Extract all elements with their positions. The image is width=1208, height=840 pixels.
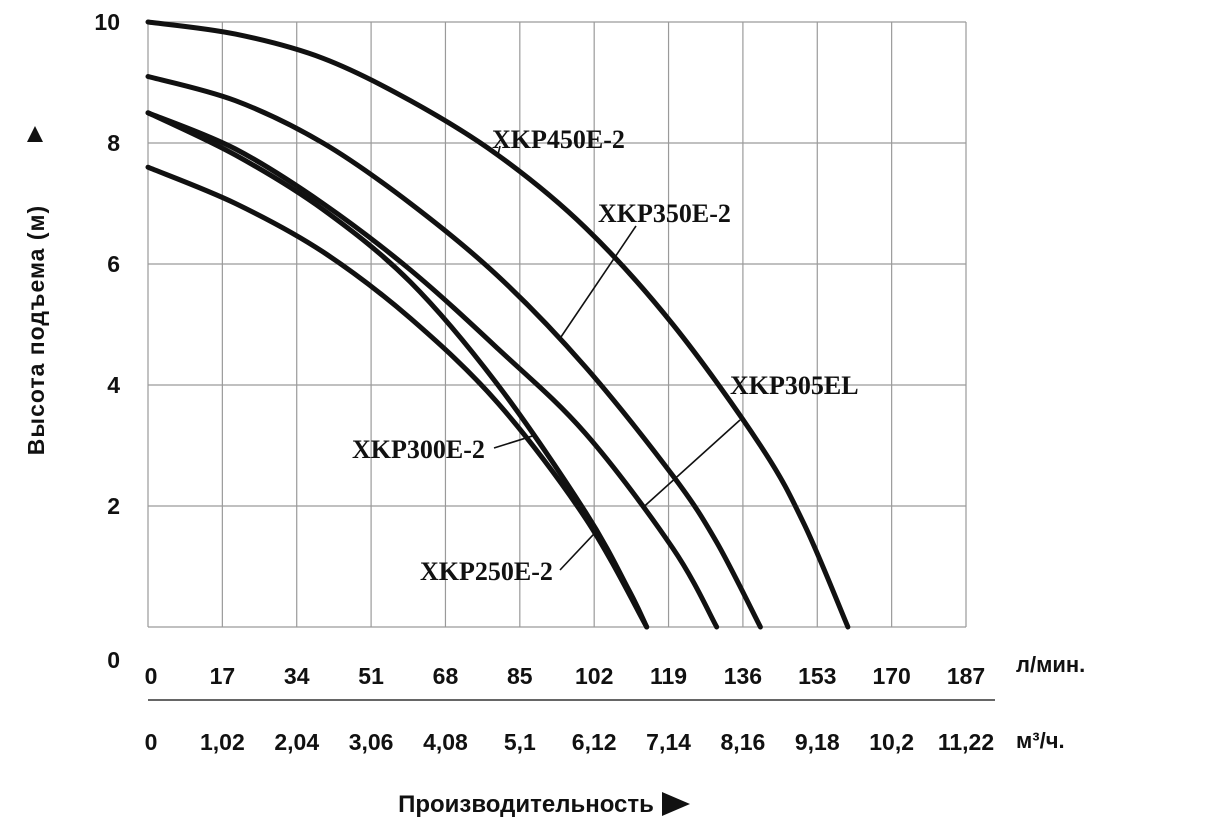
series-line-4 <box>145 164 650 630</box>
leader-line <box>493 435 534 449</box>
series-label: XKP450E-2 <box>492 125 625 154</box>
x-axis-title: Производительность <box>398 791 654 818</box>
grid <box>147 21 967 628</box>
label-leaders <box>493 145 741 571</box>
leader-line <box>559 533 595 571</box>
series-line-2 <box>145 110 720 630</box>
series-label: XKP305EL <box>730 371 859 400</box>
x-tick-label-m3h: 6,12 <box>572 729 617 755</box>
series-line-1 <box>145 74 763 630</box>
x-tick-label-m3h: 9,18 <box>795 729 840 755</box>
x-tick-labels-lmin: 0 17 34 51 68 85 102 119 136 153 170 187 <box>145 663 986 689</box>
y-tick-labels: 0 2 4 6 8 10 <box>94 9 120 673</box>
x-tick-label-m3h: 10,2 <box>869 729 914 755</box>
x-tick-labels-m3h: 0 1,02 2,04 3,06 4,08 5,1 6,12 7,14 8,16 9,18 10,2… <box>145 729 995 755</box>
x-tick-label-m3h: 4,08 <box>423 729 468 755</box>
x-tick-label-lmin: 34 <box>284 663 310 689</box>
y-tick-label: 10 <box>94 9 120 35</box>
leader-line <box>558 225 637 341</box>
leader-line <box>497 145 501 156</box>
x-tick-label-m3h: 5,1 <box>504 729 536 755</box>
leader-line <box>641 419 741 509</box>
x-tick-label-lmin: 0 <box>145 663 158 689</box>
x-tick-label-m3h: 1,02 <box>200 729 245 755</box>
y-axis-label: Высота подъема (м) <box>23 126 49 455</box>
x-tick-label-lmin: 68 <box>433 663 459 689</box>
x-tick-label-lmin: 170 <box>872 663 910 689</box>
y-arrow-icon <box>27 126 43 142</box>
x-tick-label-lmin: 17 <box>210 663 236 689</box>
y-tick-label: 0 <box>107 647 120 673</box>
y-tick-label: 6 <box>107 251 120 277</box>
x-arrow-icon <box>662 792 690 816</box>
x-tick-label-lmin: 136 <box>724 663 762 689</box>
x-tick-label-m3h: 3,06 <box>349 729 394 755</box>
y-tick-label: 2 <box>107 493 120 519</box>
y-tick-label: 8 <box>107 130 120 156</box>
x-tick-label-lmin: 187 <box>947 663 985 689</box>
x-unit-lmin: л/мин. <box>1016 652 1085 677</box>
series-labels: XKP450E-2 XKP350E-2 XKP305EL XKP300E-2 XKP25… <box>352 125 859 586</box>
x-unit-m3h: м³/ч. <box>1016 728 1065 753</box>
series-label: XKP250E-2 <box>420 557 553 586</box>
series-label: XKP350E-2 <box>598 199 731 228</box>
x-tick-label-m3h: 11,22 <box>938 729 994 755</box>
x-tick-label-lmin: 153 <box>798 663 836 689</box>
x-tick-label-m3h: 7,14 <box>646 729 691 755</box>
x-tick-label-lmin: 51 <box>358 663 384 689</box>
series-curves <box>145 19 851 630</box>
x-tick-label-m3h: 2,04 <box>274 729 319 755</box>
x-tick-label-lmin: 102 <box>575 663 613 689</box>
series-label: XKP300E-2 <box>352 435 485 464</box>
y-tick-label: 4 <box>107 372 120 398</box>
y-axis-title: Высота подъема (м) <box>23 205 49 455</box>
series-line-0 <box>145 19 851 630</box>
x-tick-label-lmin: 85 <box>507 663 533 689</box>
x-tick-label-lmin: 119 <box>650 663 687 689</box>
x-tick-label-m3h: 8,16 <box>721 729 766 755</box>
x-tick-label-m3h: 0 <box>145 729 158 755</box>
